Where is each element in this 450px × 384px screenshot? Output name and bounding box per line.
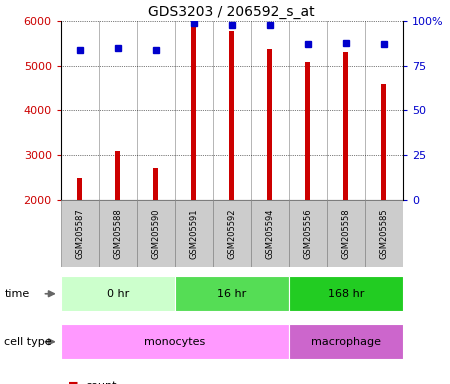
Bar — [289, 276, 403, 311]
Text: 168 hr: 168 hr — [328, 289, 364, 299]
Text: GSM205592: GSM205592 — [227, 208, 236, 258]
Text: time: time — [4, 289, 30, 299]
Text: GSM205587: GSM205587 — [75, 208, 84, 259]
Text: 0 hr: 0 hr — [107, 289, 129, 299]
Bar — [175, 276, 289, 311]
Bar — [99, 200, 137, 267]
Bar — [382, 84, 386, 200]
Bar — [137, 200, 175, 267]
Bar — [365, 200, 403, 267]
Text: count: count — [86, 381, 117, 384]
Text: GSM205591: GSM205591 — [189, 208, 198, 258]
Bar — [153, 169, 158, 200]
Bar — [230, 31, 234, 200]
Text: GSM205556: GSM205556 — [303, 208, 312, 258]
Bar — [61, 276, 175, 311]
Bar — [289, 324, 403, 359]
Bar — [116, 151, 120, 200]
Text: GSM205588: GSM205588 — [113, 208, 122, 259]
Text: 16 hr: 16 hr — [217, 289, 247, 299]
Bar — [306, 62, 310, 200]
Bar — [251, 200, 289, 267]
Text: GSM205594: GSM205594 — [265, 208, 274, 258]
Bar — [77, 178, 82, 200]
Text: cell type: cell type — [4, 337, 52, 347]
Text: GSM205585: GSM205585 — [379, 208, 388, 258]
Text: ■: ■ — [68, 381, 78, 384]
Bar — [327, 200, 365, 267]
Bar — [213, 200, 251, 267]
Text: GSM205558: GSM205558 — [341, 208, 350, 258]
Bar — [61, 324, 289, 359]
Bar — [61, 200, 99, 267]
Text: macrophage: macrophage — [311, 337, 381, 347]
Bar — [175, 200, 213, 267]
Bar — [191, 22, 196, 200]
Bar — [289, 200, 327, 267]
Bar — [343, 52, 348, 200]
Bar — [267, 49, 272, 200]
Text: monocytes: monocytes — [144, 337, 205, 347]
Title: GDS3203 / 206592_s_at: GDS3203 / 206592_s_at — [148, 5, 315, 19]
Text: GSM205590: GSM205590 — [151, 208, 160, 258]
